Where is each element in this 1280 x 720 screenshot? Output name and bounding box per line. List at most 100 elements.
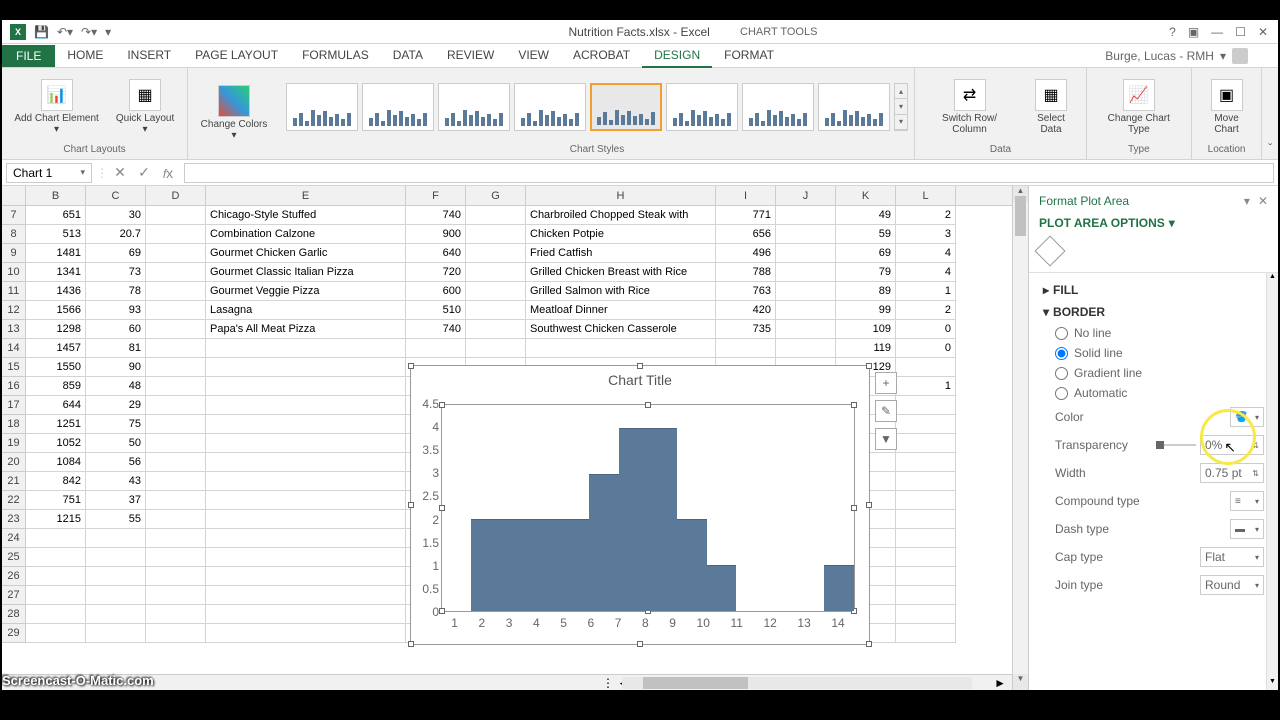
- cell[interactable]: [466, 320, 526, 339]
- col-header-F[interactable]: F: [406, 186, 466, 205]
- vertical-scrollbar[interactable]: ▲ ▼: [1012, 186, 1028, 690]
- fill-section-header[interactable]: ▸ FILL: [1043, 279, 1264, 301]
- cell[interactable]: 3: [896, 225, 956, 244]
- tab-view[interactable]: VIEW: [506, 44, 561, 68]
- cell[interactable]: 4: [896, 244, 956, 263]
- cell[interactable]: [146, 415, 206, 434]
- chart-bar[interactable]: [560, 519, 589, 611]
- cell[interactable]: Combination Calzone: [206, 225, 406, 244]
- close-pane-icon[interactable]: ✕: [1258, 194, 1268, 208]
- style-scroll-btn[interactable]: ▾: [895, 99, 907, 114]
- cell[interactable]: [206, 339, 406, 358]
- col-header-J[interactable]: J: [776, 186, 836, 205]
- cell[interactable]: [206, 358, 406, 377]
- cell[interactable]: 99: [836, 301, 896, 320]
- pane-options-icon[interactable]: ▾: [1244, 194, 1250, 208]
- chart-elements-button[interactable]: +: [875, 372, 897, 394]
- cell[interactable]: [86, 605, 146, 624]
- cell[interactable]: Southwest Chicken Casserole: [526, 320, 716, 339]
- ribbon-options-icon[interactable]: ▣: [1188, 25, 1199, 39]
- cell[interactable]: 1: [896, 377, 956, 396]
- cancel-formula-button[interactable]: ✕: [108, 164, 132, 181]
- cell[interactable]: [26, 586, 86, 605]
- cell[interactable]: 29: [86, 396, 146, 415]
- row-header-13[interactable]: 13: [2, 320, 26, 339]
- cell[interactable]: [146, 548, 206, 567]
- chart-style-4[interactable]: [514, 83, 586, 131]
- cap-type-select[interactable]: Flat▾: [1200, 547, 1264, 567]
- cell[interactable]: 1436: [26, 282, 86, 301]
- qat-more-icon[interactable]: ▾: [105, 25, 111, 39]
- row-header-27[interactable]: 27: [2, 586, 26, 605]
- tab-formulas[interactable]: FORMULAS: [290, 44, 381, 68]
- cell[interactable]: [466, 282, 526, 301]
- row-header-8[interactable]: 8: [2, 225, 26, 244]
- chart-style-1[interactable]: [286, 83, 358, 131]
- chart-bar[interactable]: [589, 474, 618, 611]
- cell[interactable]: [896, 434, 956, 453]
- cell[interactable]: [146, 263, 206, 282]
- cell[interactable]: 73: [86, 263, 146, 282]
- cell[interactable]: [86, 586, 146, 605]
- cell[interactable]: 740: [406, 320, 466, 339]
- cell[interactable]: 751: [26, 491, 86, 510]
- cell[interactable]: 600: [406, 282, 466, 301]
- cell[interactable]: 420: [716, 301, 776, 320]
- cell[interactable]: [146, 491, 206, 510]
- col-header-E[interactable]: E: [206, 186, 406, 205]
- user-dropdown-icon[interactable]: ▾: [1220, 49, 1226, 63]
- cell[interactable]: [86, 529, 146, 548]
- cell[interactable]: [896, 396, 956, 415]
- chart-style-2[interactable]: [362, 83, 434, 131]
- chart-style-3[interactable]: [438, 83, 510, 131]
- close-icon[interactable]: ✕: [1258, 25, 1268, 39]
- cell[interactable]: Chicken Potpie: [526, 225, 716, 244]
- tab-home[interactable]: HOME: [55, 44, 115, 68]
- cell[interactable]: [466, 263, 526, 282]
- cell[interactable]: Charbroiled Chopped Steak with: [526, 206, 716, 225]
- cell[interactable]: 49: [836, 206, 896, 225]
- cell[interactable]: [146, 396, 206, 415]
- tab-review[interactable]: REVIEW: [435, 44, 506, 68]
- cell[interactable]: [206, 491, 406, 510]
- row-header-10[interactable]: 10: [2, 263, 26, 282]
- embedded-chart[interactable]: Chart Title 4.543.532.521.510.50 1234567…: [410, 365, 870, 645]
- cell[interactable]: 859: [26, 377, 86, 396]
- cell[interactable]: 1550: [26, 358, 86, 377]
- chart-title[interactable]: Chart Title: [411, 366, 869, 394]
- cell[interactable]: [26, 529, 86, 548]
- cell[interactable]: 1215: [26, 510, 86, 529]
- cell[interactable]: [776, 339, 836, 358]
- cell[interactable]: 55: [86, 510, 146, 529]
- cell[interactable]: [146, 624, 206, 643]
- cell[interactable]: 109: [836, 320, 896, 339]
- cell[interactable]: [776, 225, 836, 244]
- cell[interactable]: 0: [896, 320, 956, 339]
- col-header-C[interactable]: C: [86, 186, 146, 205]
- row-header-18[interactable]: 18: [2, 415, 26, 434]
- move-chart-button[interactable]: ▣ Move Chart: [1198, 77, 1256, 137]
- cell[interactable]: [146, 605, 206, 624]
- cell[interactable]: 69: [86, 244, 146, 263]
- select-all-corner[interactable]: [2, 186, 26, 205]
- cell[interactable]: 763: [716, 282, 776, 301]
- chart-styles-button[interactable]: ✎: [875, 400, 897, 422]
- cell[interactable]: 640: [406, 244, 466, 263]
- cell[interactable]: [146, 225, 206, 244]
- cell[interactable]: Gourmet Chicken Garlic: [206, 244, 406, 263]
- cell[interactable]: 43: [86, 472, 146, 491]
- cell[interactable]: 60: [86, 320, 146, 339]
- cell[interactable]: 1298: [26, 320, 86, 339]
- cell[interactable]: Grilled Chicken Breast with Rice: [526, 263, 716, 282]
- fill-line-tab-icon[interactable]: [1034, 235, 1065, 266]
- row-header-19[interactable]: 19: [2, 434, 26, 453]
- cell[interactable]: [896, 605, 956, 624]
- cell[interactable]: [526, 339, 716, 358]
- cell[interactable]: 644: [26, 396, 86, 415]
- effects-tab-icon[interactable]: [1071, 240, 1093, 262]
- enter-formula-button[interactable]: ✓: [132, 164, 156, 181]
- cell[interactable]: [86, 548, 146, 567]
- cell[interactable]: 79: [836, 263, 896, 282]
- cell[interactable]: 1341: [26, 263, 86, 282]
- chart-bar[interactable]: [824, 565, 853, 611]
